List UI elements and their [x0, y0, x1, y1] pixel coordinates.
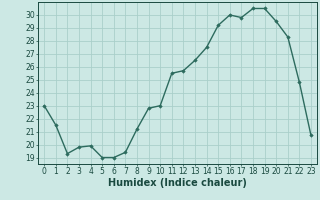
- X-axis label: Humidex (Indice chaleur): Humidex (Indice chaleur): [108, 178, 247, 188]
